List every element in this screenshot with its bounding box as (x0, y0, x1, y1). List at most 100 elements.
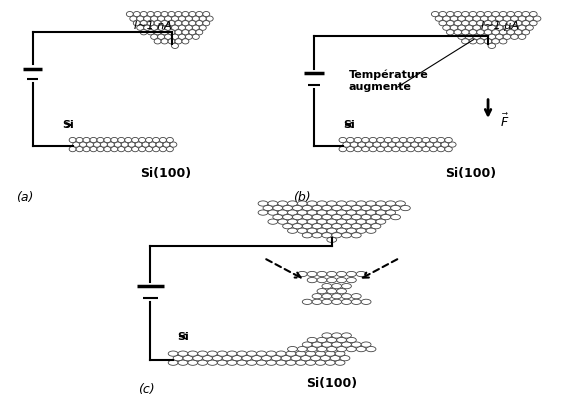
Circle shape (346, 347, 356, 352)
Circle shape (154, 39, 161, 44)
Circle shape (297, 201, 307, 206)
Circle shape (278, 210, 288, 215)
Circle shape (317, 272, 327, 277)
Circle shape (330, 355, 340, 361)
Circle shape (288, 347, 297, 352)
Circle shape (247, 360, 257, 365)
Circle shape (400, 137, 407, 143)
Circle shape (203, 355, 213, 361)
Circle shape (485, 21, 492, 26)
Circle shape (339, 147, 346, 152)
Circle shape (437, 137, 445, 143)
Circle shape (443, 16, 450, 21)
Circle shape (496, 34, 503, 39)
Circle shape (476, 21, 485, 26)
Text: Si(100): Si(100) (306, 377, 357, 390)
Circle shape (465, 34, 473, 39)
Circle shape (480, 34, 488, 39)
Circle shape (306, 351, 315, 356)
Circle shape (365, 142, 373, 147)
Circle shape (322, 284, 332, 289)
Circle shape (366, 347, 376, 352)
Circle shape (503, 16, 511, 21)
Circle shape (90, 137, 97, 143)
Circle shape (411, 142, 418, 147)
Circle shape (307, 277, 317, 283)
Circle shape (327, 272, 336, 277)
Circle shape (480, 16, 488, 21)
Circle shape (192, 16, 199, 21)
Circle shape (415, 147, 422, 152)
Circle shape (286, 360, 296, 365)
Circle shape (340, 355, 350, 361)
Circle shape (267, 351, 276, 356)
Circle shape (422, 137, 430, 143)
Circle shape (247, 351, 257, 356)
Circle shape (342, 293, 352, 299)
Circle shape (342, 206, 352, 211)
Circle shape (153, 147, 159, 152)
Circle shape (147, 11, 154, 17)
Circle shape (232, 355, 242, 361)
Circle shape (307, 272, 317, 277)
Circle shape (130, 16, 137, 21)
Circle shape (306, 360, 315, 365)
Circle shape (496, 25, 503, 30)
Circle shape (188, 360, 198, 365)
Circle shape (207, 360, 217, 365)
Circle shape (526, 16, 533, 21)
Circle shape (192, 25, 199, 30)
Circle shape (146, 137, 153, 143)
Circle shape (469, 30, 476, 35)
Circle shape (322, 299, 332, 305)
Circle shape (278, 201, 288, 206)
Circle shape (182, 30, 189, 35)
Circle shape (257, 360, 267, 365)
Circle shape (426, 142, 433, 147)
Circle shape (312, 299, 322, 305)
Circle shape (288, 228, 297, 233)
Circle shape (118, 147, 125, 152)
Circle shape (332, 284, 342, 289)
Circle shape (178, 16, 185, 21)
Circle shape (157, 34, 164, 39)
Circle shape (476, 30, 485, 35)
Circle shape (342, 214, 352, 220)
Circle shape (503, 34, 511, 39)
Circle shape (462, 30, 469, 35)
Circle shape (156, 142, 163, 147)
Text: (a): (a) (16, 191, 33, 204)
Circle shape (492, 39, 500, 44)
Circle shape (503, 25, 511, 30)
Circle shape (511, 34, 518, 39)
Circle shape (465, 25, 473, 30)
Circle shape (361, 342, 371, 347)
Circle shape (386, 201, 396, 206)
Circle shape (376, 201, 386, 206)
Circle shape (530, 21, 537, 26)
Circle shape (332, 293, 342, 299)
Circle shape (140, 30, 147, 35)
Circle shape (276, 351, 286, 356)
Circle shape (171, 25, 178, 30)
Circle shape (252, 355, 261, 361)
Text: Si: Si (343, 120, 354, 130)
Circle shape (352, 214, 361, 220)
Circle shape (168, 11, 175, 17)
Circle shape (199, 25, 206, 30)
Circle shape (332, 299, 342, 305)
Circle shape (268, 210, 278, 215)
Circle shape (312, 206, 322, 211)
Circle shape (121, 142, 128, 147)
Text: Si: Si (177, 332, 189, 341)
Circle shape (175, 39, 182, 44)
Circle shape (407, 147, 415, 152)
Circle shape (361, 224, 371, 229)
Circle shape (161, 39, 168, 44)
Circle shape (140, 11, 147, 17)
Circle shape (242, 355, 252, 361)
Circle shape (530, 11, 537, 17)
Circle shape (267, 360, 276, 365)
Circle shape (317, 219, 327, 224)
Circle shape (312, 293, 322, 299)
